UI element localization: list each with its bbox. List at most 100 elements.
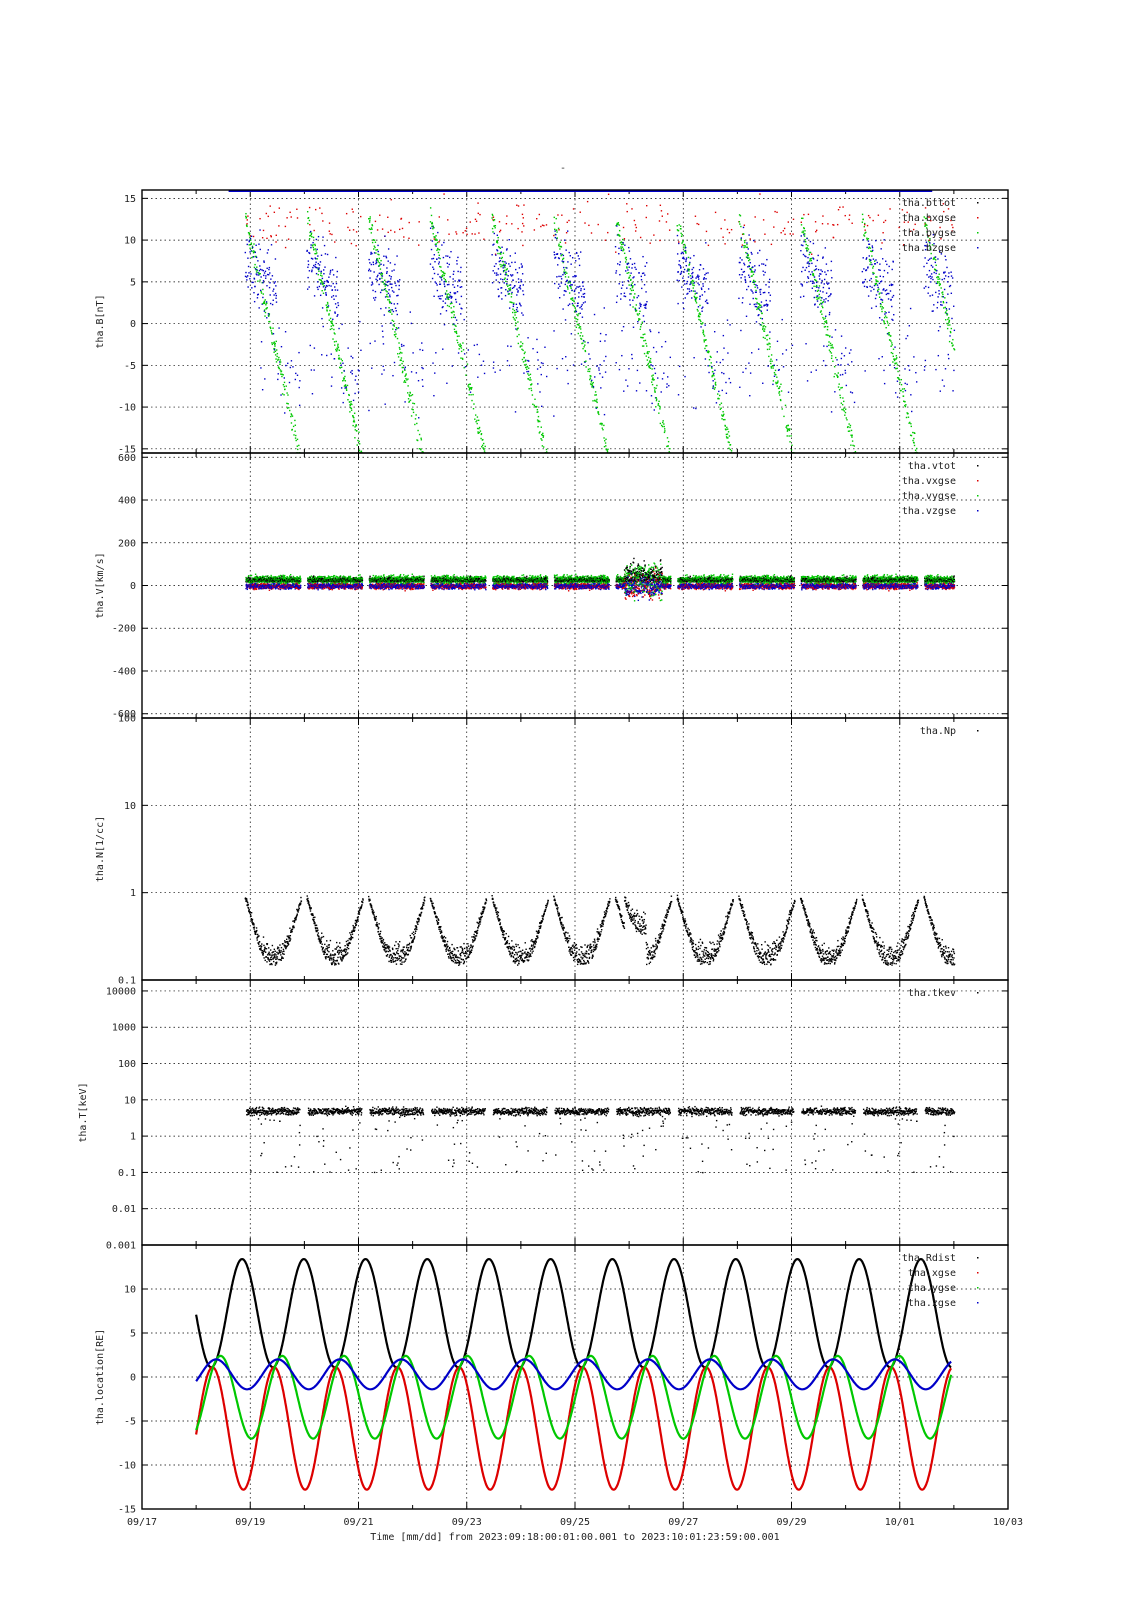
- point-bzgse: [942, 279, 943, 280]
- point-bygse: [703, 334, 704, 335]
- point-bygse: [809, 260, 810, 261]
- point-bygse: [640, 326, 641, 327]
- point-bzgse: [380, 264, 381, 265]
- point-bzgse: [292, 366, 293, 367]
- point-bxgse: [479, 214, 480, 215]
- point-bzgse: [635, 269, 636, 270]
- point-bygse: [279, 364, 280, 365]
- point-bygse: [855, 451, 856, 452]
- point-bzgse: [324, 281, 325, 282]
- point-bzgse: [705, 278, 706, 279]
- point-bygse: [275, 351, 276, 352]
- point-bzgse: [594, 314, 595, 315]
- point-bygse: [295, 425, 296, 426]
- point-bygse: [284, 386, 285, 387]
- point-bzgse: [820, 290, 821, 291]
- point-bzgse: [253, 256, 254, 257]
- point-bygse: [684, 244, 685, 245]
- point-bygse: [471, 387, 472, 388]
- point-bygse: [254, 267, 255, 268]
- point-bzgse: [254, 301, 255, 302]
- point-bygse: [783, 416, 784, 417]
- point-bxgse: [784, 228, 785, 229]
- point-bxgse: [864, 229, 865, 230]
- point-bygse: [654, 391, 655, 392]
- point-bzgse: [443, 301, 444, 302]
- point-bygse: [837, 376, 838, 377]
- point-bygse: [642, 337, 643, 338]
- point-bzgse: [517, 291, 518, 292]
- point-bzgse: [556, 276, 557, 277]
- point-bzgse: [321, 318, 322, 319]
- point-bxgse: [558, 229, 559, 230]
- point-bzgse: [333, 299, 334, 300]
- point-bygse: [881, 308, 882, 309]
- point-bygse: [819, 294, 820, 295]
- point-bygse: [567, 287, 568, 288]
- point-bzgse: [323, 269, 324, 270]
- point-bygse: [761, 324, 762, 325]
- point-bygse: [390, 311, 391, 312]
- point-bygse: [323, 285, 324, 286]
- point-bygse: [504, 277, 505, 278]
- point-bygse: [400, 352, 401, 353]
- point-bygse: [667, 437, 668, 438]
- point-bzgse: [703, 268, 704, 269]
- point-bzgse: [680, 266, 681, 267]
- point-bygse: [775, 374, 776, 375]
- point-bxgse: [731, 229, 732, 230]
- point-bygse: [620, 246, 621, 247]
- point-bzgse: [395, 329, 396, 330]
- point-bzgse: [313, 265, 314, 266]
- point-bygse: [760, 305, 761, 306]
- point-bzgse: [810, 274, 811, 275]
- point-bzgse: [935, 256, 936, 257]
- point-bzgse: [600, 333, 601, 334]
- point-bygse: [718, 398, 719, 399]
- point-bygse: [947, 319, 948, 320]
- point-bygse: [847, 426, 848, 427]
- point-bygse: [698, 319, 699, 320]
- point-bzgse: [814, 297, 815, 298]
- point-vygse: [267, 575, 268, 576]
- point-bygse: [818, 290, 819, 291]
- point-bzgse: [885, 261, 886, 262]
- point-bzgse: [594, 376, 595, 377]
- point-bzgse: [394, 362, 395, 363]
- point-bygse: [650, 368, 651, 369]
- point-bygse: [404, 380, 405, 381]
- point-bzgse: [707, 365, 708, 366]
- point-bzgse: [701, 311, 702, 312]
- point-bygse: [823, 323, 824, 324]
- point-bzgse: [666, 386, 667, 387]
- point-bzgse: [343, 393, 344, 394]
- point-bzgse: [555, 237, 556, 238]
- point-bxgse: [279, 207, 280, 208]
- point-bzgse: [877, 284, 878, 285]
- point-bxgse: [889, 208, 890, 209]
- point-bzgse: [913, 356, 914, 357]
- point-bzgse: [638, 295, 639, 296]
- point-bxgse: [646, 205, 647, 206]
- point-bygse: [415, 418, 416, 419]
- point-bygse: [843, 401, 844, 402]
- point-bzgse: [508, 263, 509, 264]
- point-bygse: [358, 432, 359, 433]
- point-bzgse: [742, 372, 743, 373]
- point-bzgse: [808, 278, 809, 279]
- point-bxgse: [793, 219, 794, 220]
- point-bygse: [570, 288, 571, 289]
- point-bygse: [662, 422, 663, 423]
- point-bxgse: [727, 229, 728, 230]
- point-bzgse: [806, 267, 807, 268]
- point-bzgse: [581, 304, 582, 305]
- point-vygse: [300, 578, 301, 579]
- point-bzgse: [741, 259, 742, 260]
- point-bzgse: [620, 261, 621, 262]
- point-bygse: [585, 361, 586, 362]
- point-bygse: [316, 252, 317, 253]
- point-bzgse: [685, 261, 686, 262]
- point-bxgse: [506, 223, 507, 224]
- point-bxgse: [822, 215, 823, 216]
- point-bzgse: [278, 373, 279, 374]
